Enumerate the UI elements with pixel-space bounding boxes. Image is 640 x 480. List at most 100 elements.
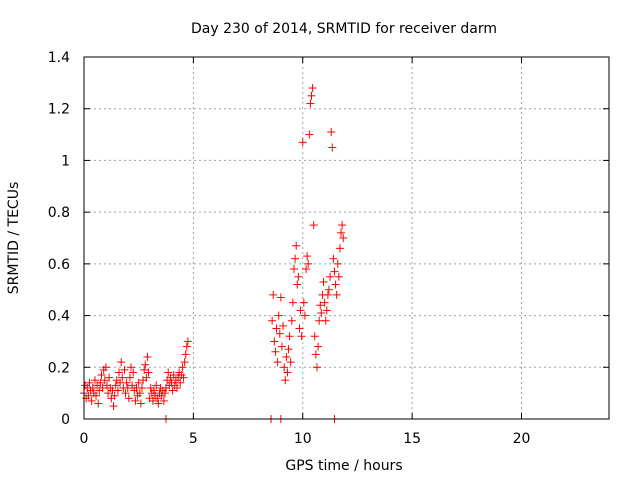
- data-point: [110, 391, 119, 400]
- data-point: [297, 332, 306, 341]
- data-point: [123, 383, 132, 392]
- data-point: [314, 342, 323, 351]
- data-point: [332, 290, 341, 299]
- data-point: [168, 386, 177, 395]
- data-point: [277, 342, 286, 351]
- data-point: [90, 376, 99, 385]
- data-point: [339, 234, 348, 242]
- data-point: [311, 350, 320, 359]
- data-point: [164, 368, 173, 377]
- data-point: [294, 272, 303, 281]
- data-point: [127, 363, 136, 372]
- data-point: [321, 316, 330, 325]
- data-point: [118, 373, 127, 382]
- data-point: [154, 399, 163, 408]
- x-tick-label: 10: [294, 431, 312, 447]
- data-point: [96, 378, 105, 387]
- data-point: [310, 332, 319, 341]
- data-point: [148, 396, 157, 405]
- data-point: [152, 381, 161, 390]
- data-point: [285, 332, 294, 341]
- data-point: [284, 345, 293, 354]
- data-point: [330, 267, 339, 276]
- data-point: [271, 347, 280, 356]
- data-point: [304, 259, 313, 268]
- data-point: [291, 254, 300, 263]
- data-point: [88, 383, 97, 392]
- data-point: [334, 272, 343, 281]
- data-point: [143, 352, 152, 361]
- data-point: [159, 396, 168, 405]
- data-point: [320, 298, 329, 307]
- data-point: [113, 386, 122, 395]
- data-point: [92, 391, 101, 400]
- data-point: [296, 306, 305, 315]
- y-tick-label: 0.2: [48, 360, 70, 376]
- data-point: [295, 324, 304, 333]
- data-point: [150, 386, 158, 395]
- data-point: [299, 298, 308, 307]
- data-point: [101, 363, 110, 372]
- data-point: [338, 221, 347, 230]
- x-axis-label: GPS time / hours: [285, 458, 402, 474]
- data-point: [115, 368, 123, 377]
- data-point: [276, 293, 285, 302]
- x-tick-label: 5: [189, 431, 198, 447]
- data-point: [270, 337, 279, 346]
- data-point: [131, 396, 140, 405]
- data-point: [269, 290, 278, 299]
- data-points: [80, 84, 348, 423]
- data-point: [87, 396, 96, 405]
- data-point: [268, 316, 277, 325]
- data-point: [335, 244, 344, 253]
- data-point: [298, 138, 307, 147]
- data-point: [322, 306, 331, 315]
- data-point: [124, 394, 133, 403]
- x-tick-label: 20: [513, 431, 531, 447]
- data-point: [274, 311, 283, 320]
- data-point: [180, 358, 189, 367]
- data-point: [142, 373, 151, 382]
- data-point: [121, 389, 130, 398]
- data-point: [317, 308, 326, 317]
- data-point: [85, 378, 94, 387]
- data-point: [84, 391, 93, 400]
- y-axis-label: SRMTID / TECUs: [6, 182, 22, 295]
- data-point: [105, 373, 114, 382]
- data-point: [122, 378, 131, 387]
- data-point: [326, 272, 335, 281]
- data-point: [129, 368, 138, 377]
- data-point: [183, 337, 192, 346]
- data-point: [136, 399, 145, 408]
- y-tick-label: 1.2: [48, 102, 70, 118]
- data-point: [287, 316, 296, 325]
- data-point: [178, 363, 187, 372]
- data-point: [97, 371, 106, 380]
- x-tick-label: 15: [403, 431, 421, 447]
- data-point: [312, 363, 321, 372]
- data-point: [307, 91, 316, 100]
- data-point: [328, 143, 337, 152]
- data-point: [137, 383, 146, 392]
- data-point: [279, 321, 288, 330]
- y-tick-labels: 0 0.2 0.4 0.6 0.8 1 1.2 1.4: [48, 50, 70, 428]
- data-point: [98, 383, 107, 392]
- y-tick-label: 1.4: [48, 50, 70, 66]
- data-point: [282, 352, 291, 361]
- y-tick-label: 1: [61, 153, 70, 169]
- data-point: [300, 311, 309, 320]
- data-point: [94, 399, 103, 408]
- data-point: [125, 373, 134, 382]
- data-point: [111, 381, 120, 390]
- axis-ticks: [83, 56, 609, 420]
- y-tick-label: 0.6: [48, 257, 70, 273]
- x-tick-labels: 0 5 10 15 20: [80, 431, 531, 447]
- chart-title: Day 230 of 2014, SRMTID for receiver dar…: [191, 21, 497, 37]
- data-point: [331, 280, 340, 289]
- data-point: [286, 358, 295, 367]
- data-point: [128, 381, 137, 390]
- data-point: [283, 368, 292, 377]
- data-point: [176, 378, 185, 387]
- x-tick-label: 0: [80, 431, 89, 447]
- data-point: [100, 376, 109, 385]
